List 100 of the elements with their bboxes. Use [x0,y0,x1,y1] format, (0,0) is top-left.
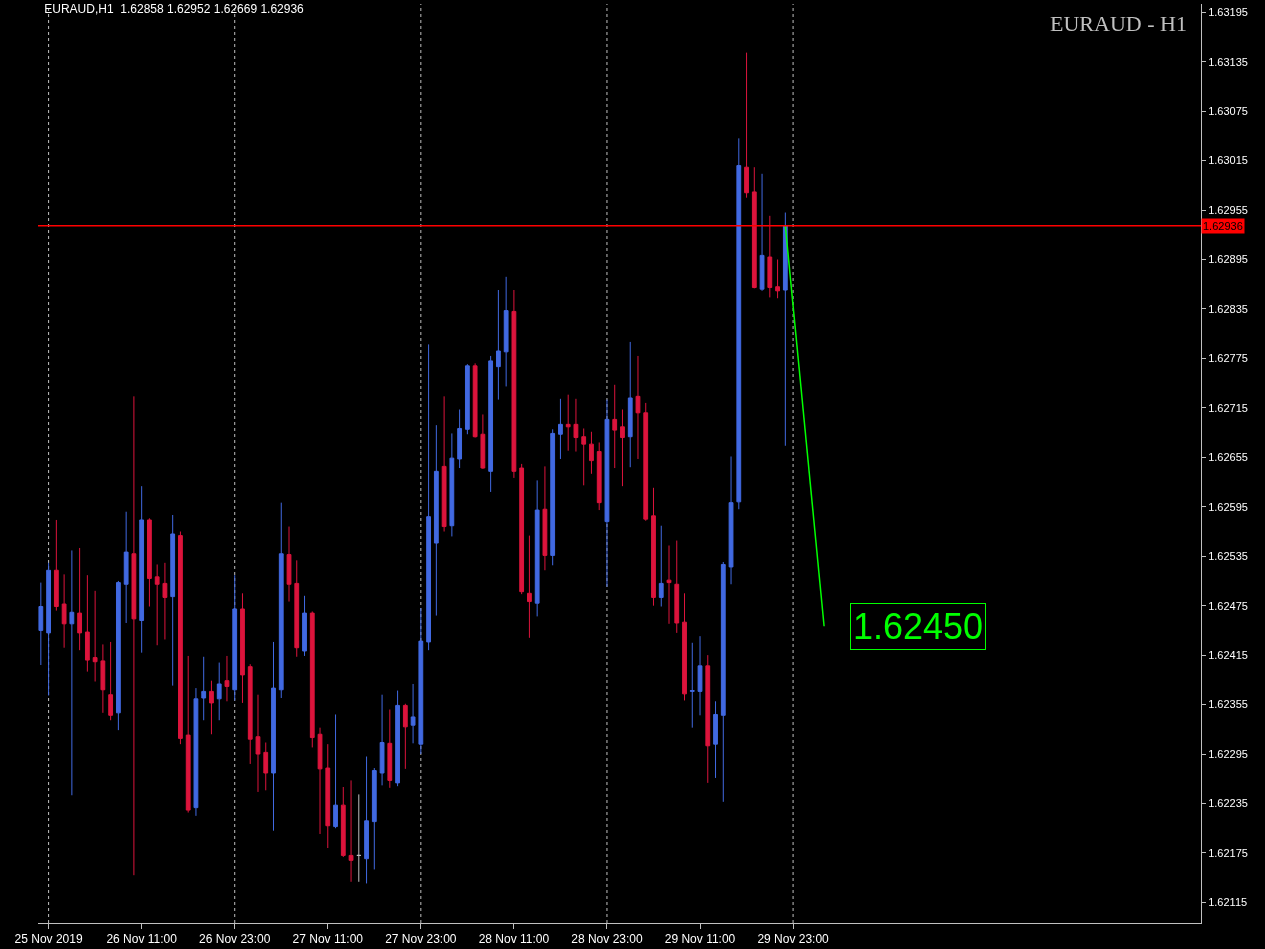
candlestick [240,592,245,704]
candlestick [53,519,59,612]
candlestick [317,727,323,835]
candlestick [666,545,672,625]
candlestick [139,485,145,654]
candlestick [255,694,261,793]
candlestick [612,384,618,469]
candlestick [736,137,742,510]
y-tick-label: 1.62475 [1208,599,1248,612]
candlestick [100,643,106,714]
candlestick [643,402,649,522]
ref-line-label: 1.62936 [1203,220,1243,232]
candlestick [418,607,424,755]
candlestick [263,742,269,791]
candlestick [201,656,207,721]
candlestick [178,531,183,745]
candlestick [193,687,199,817]
y-tick-label: 1.62835 [1208,302,1248,315]
y-tick-label: 1.62235 [1208,797,1248,810]
candlestick [782,212,788,447]
y-tick-label: 1.63195 [1208,6,1248,19]
candlestick [108,641,114,721]
x-tick-label: 27 Nov 11:00 [292,932,364,947]
candlestick [441,395,447,532]
candlestick [558,398,563,460]
candlestick [333,713,338,829]
candlestick [410,683,416,744]
candlestick [550,428,556,566]
candlestick [395,690,400,787]
candlestick [131,395,137,876]
candlestick [92,590,98,682]
candlestick [457,409,463,469]
y-tick-label: 1.63075 [1208,105,1248,117]
candlestick [744,52,749,199]
candlestick [286,526,292,603]
candlestick [232,574,238,701]
x-tick-label: 27 Nov 23:00 [385,932,457,947]
annotation: 1.62450 [853,606,984,647]
candlestick [309,610,315,748]
candlestick [589,431,594,475]
candlestick [511,289,517,479]
y-tick-label: 1.62355 [1208,698,1248,711]
candlestick [123,511,129,624]
candlestick [689,642,695,729]
y-tick-label: 1.62415 [1208,648,1248,661]
candlestick [573,398,579,453]
candlestick [302,595,307,657]
candlestick [534,479,540,617]
candlestick [170,514,176,687]
candlestick [658,525,664,607]
candlestick [651,487,656,607]
candlestick [519,463,525,595]
candlestick [426,343,431,651]
candlestick [325,743,331,849]
candlestick [767,215,773,298]
candlestick [147,517,152,607]
y-tick-label: 1.62775 [1208,352,1248,365]
candlestick [775,259,780,299]
candlestick [294,559,300,658]
candlestick [371,767,377,870]
candlestick [635,355,641,460]
candlestick [728,455,734,585]
candlestick [224,655,230,702]
candlestick [402,703,408,770]
candlestick [464,363,470,435]
candlestick [682,592,687,701]
candlestick [348,779,354,883]
candlestick [356,793,362,883]
candlestick [596,441,602,511]
y-tick-label: 1.62655 [1208,451,1248,464]
candlestick [480,413,486,470]
chart-subtitle: EURAUD - H1 [1050,11,1187,36]
candlestick [472,362,478,439]
candlestick [278,502,284,699]
candlestick [84,574,90,673]
chart-title: EURAUD,H1 1.62858 1.62952 1.62669 1.62936 [44,2,305,17]
candlestick [38,582,44,666]
candlestick [154,563,160,646]
candlestick [46,562,51,697]
candlestick [185,655,191,814]
candlestick [627,341,633,468]
candlestick [751,166,757,289]
candlestick [69,549,75,796]
candlestick [759,173,765,292]
candlestick [565,394,571,452]
y-tick-label: 1.62595 [1208,500,1248,513]
candlestick [720,561,726,803]
y-tick-label: 1.62175 [1208,846,1248,859]
candlestick [61,573,67,649]
x-tick-label: 28 Nov 23:00 [571,932,643,947]
candlestick [433,424,439,617]
y-tick-label: 1.63015 [1208,154,1248,167]
candlestick [364,756,369,884]
x-tick-label: 26 Nov 23:00 [199,932,271,947]
candlestick [503,276,509,387]
candlestick [581,427,587,486]
candlestick [209,680,214,735]
y-tick-label: 1.62295 [1208,747,1248,760]
candlestick [115,580,121,731]
candlestick [604,399,610,588]
